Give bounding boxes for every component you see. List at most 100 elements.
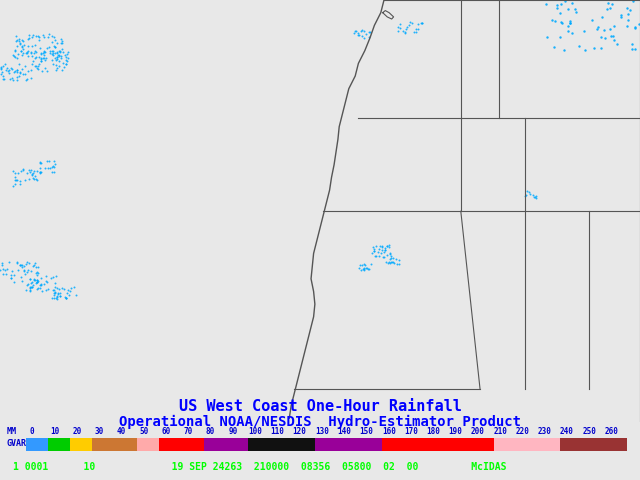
Point xyxy=(371,252,381,260)
Point xyxy=(564,19,575,27)
Point xyxy=(30,47,40,55)
Point xyxy=(47,60,58,68)
Point xyxy=(49,279,60,287)
Point xyxy=(53,289,63,297)
Point xyxy=(53,62,63,70)
Point xyxy=(28,49,38,57)
Point xyxy=(563,5,573,13)
Point xyxy=(386,252,396,260)
Point xyxy=(15,39,25,47)
Point xyxy=(38,31,49,39)
Point xyxy=(29,259,40,267)
Point xyxy=(0,71,6,78)
Point xyxy=(556,18,566,26)
FancyBboxPatch shape xyxy=(137,438,159,451)
Point xyxy=(400,29,410,37)
Point xyxy=(15,48,26,55)
Point xyxy=(49,33,60,41)
Point xyxy=(49,157,59,165)
Point xyxy=(58,37,68,45)
Point xyxy=(48,162,58,170)
Point xyxy=(22,258,32,266)
Point xyxy=(33,269,44,277)
Point xyxy=(42,45,52,52)
Point xyxy=(599,26,609,34)
Point xyxy=(4,69,14,77)
Point xyxy=(19,41,29,49)
Point xyxy=(349,29,360,37)
Point xyxy=(51,61,61,69)
Point xyxy=(26,66,36,74)
Point xyxy=(567,0,577,6)
Point xyxy=(36,50,47,58)
Point xyxy=(15,262,26,269)
Point xyxy=(13,169,23,177)
Point xyxy=(2,265,12,273)
Point xyxy=(61,56,71,64)
Point xyxy=(359,34,369,42)
Point xyxy=(52,55,62,63)
Point xyxy=(410,25,420,33)
Point xyxy=(50,283,60,290)
Point xyxy=(48,51,58,59)
Point xyxy=(550,18,561,25)
Point xyxy=(622,22,632,30)
Point xyxy=(63,291,74,299)
Point xyxy=(385,250,395,257)
Text: 190: 190 xyxy=(449,427,463,436)
Point xyxy=(22,49,32,57)
Point xyxy=(596,13,607,21)
Point xyxy=(389,260,399,267)
Point xyxy=(3,67,13,74)
Point xyxy=(36,281,47,289)
Point xyxy=(33,62,44,70)
Point xyxy=(23,280,33,288)
Point xyxy=(31,62,41,70)
Point xyxy=(10,173,20,181)
Point xyxy=(42,278,52,286)
Point xyxy=(364,28,374,36)
Point xyxy=(22,75,32,83)
Point xyxy=(369,252,380,260)
Point xyxy=(50,288,60,296)
Point xyxy=(52,53,63,61)
Point xyxy=(34,60,44,67)
Point xyxy=(49,291,60,299)
Point xyxy=(0,270,8,278)
Point xyxy=(22,169,32,177)
Point xyxy=(627,45,637,53)
Point xyxy=(24,31,35,38)
Point xyxy=(48,286,58,293)
Point xyxy=(381,258,392,265)
Point xyxy=(56,35,67,43)
Point xyxy=(385,255,395,263)
Point xyxy=(379,253,389,261)
Point xyxy=(596,33,606,41)
Point xyxy=(59,63,69,71)
Point xyxy=(59,285,69,293)
Point xyxy=(27,171,37,179)
Point xyxy=(28,57,38,65)
Point xyxy=(69,284,79,291)
Point xyxy=(616,13,627,21)
Point xyxy=(61,294,71,301)
Point xyxy=(24,175,35,183)
Point xyxy=(15,261,26,269)
Point xyxy=(12,259,22,267)
Point xyxy=(10,53,20,61)
Point xyxy=(45,164,56,172)
Point xyxy=(36,68,47,75)
Point xyxy=(10,47,20,55)
Point xyxy=(35,168,45,176)
Point xyxy=(11,32,21,39)
Point xyxy=(38,54,49,61)
Point xyxy=(612,40,623,48)
Point xyxy=(15,177,25,185)
Point xyxy=(634,20,640,28)
Point xyxy=(369,247,379,254)
Point xyxy=(386,254,396,262)
FancyBboxPatch shape xyxy=(159,438,204,451)
Point xyxy=(528,191,538,199)
Point xyxy=(52,284,62,292)
Point xyxy=(2,64,12,72)
